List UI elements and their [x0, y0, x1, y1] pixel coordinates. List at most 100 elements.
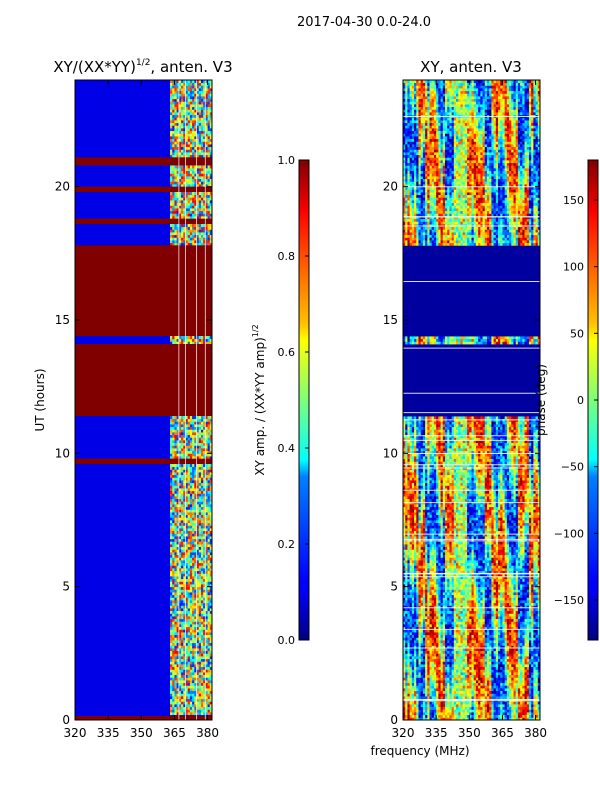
phase-cell: [493, 645, 497, 649]
amplitude-cell: [194, 674, 197, 678]
amplitude-cell: [174, 440, 178, 444]
amplitude-cell: [178, 168, 182, 172]
amplitude-cell: [205, 661, 208, 665]
amplitude-cell: [194, 605, 197, 609]
phase-cell: [438, 672, 441, 676]
amplitude-cell: [198, 562, 202, 566]
amplitude-cell: [178, 464, 182, 468]
phase-cell: [425, 717, 428, 720]
amplitude-cell: [203, 138, 206, 142]
amplitude-cell: [194, 229, 197, 233]
amplitude-cell: [170, 85, 173, 89]
amplitude-cell: [181, 480, 184, 484]
phase-cell: [500, 696, 503, 700]
amplitude-cell: [189, 520, 193, 524]
amplitude-cell: [174, 605, 178, 609]
amplitude-cell: [172, 104, 175, 108]
phase-cell: [425, 685, 428, 689]
phase-cell: [480, 658, 483, 662]
amplitude-cell: [196, 197, 200, 201]
amplitude-cell: [172, 682, 175, 686]
amplitude-cell: [170, 517, 173, 521]
amplitude-cell: [198, 613, 202, 617]
phase-cell: [482, 690, 486, 694]
amplitude-cell: [172, 464, 175, 468]
amplitude-cell: [196, 706, 200, 710]
amplitude-cell: [183, 101, 186, 105]
amplitude-cell: [205, 216, 208, 220]
phase-cell: [502, 706, 506, 710]
amplitude-cell: [172, 168, 175, 172]
amplitude-cell: [203, 650, 206, 654]
phase-cell: [513, 680, 517, 684]
amplitude-cell: [205, 624, 208, 628]
amplitude-cell: [178, 192, 182, 196]
amplitude-cell: [187, 677, 191, 681]
amplitude-cell: [205, 130, 208, 134]
phase-cell: [493, 658, 497, 662]
amplitude-cell: [187, 141, 191, 145]
phase-cell: [489, 701, 492, 705]
amplitude-cell: [185, 693, 189, 697]
amplitude-cell: [209, 424, 212, 428]
phase-cell: [433, 685, 437, 689]
amplitude-cell: [192, 504, 195, 508]
amplitude-cell: [183, 181, 186, 185]
amplitude-cell: [170, 146, 173, 150]
amplitude-cell: [181, 600, 184, 604]
amplitude-cell: [198, 125, 202, 129]
amplitude-cell: [185, 626, 189, 630]
phase-cell: [526, 706, 530, 710]
phase-cell: [491, 714, 494, 718]
amplitude-cell: [183, 626, 186, 630]
amplitude-cell: [200, 477, 204, 481]
phase-cell: [511, 693, 514, 697]
phase-cell: [405, 717, 408, 720]
amplitude-cell: [170, 685, 173, 689]
amplitude-cell: [170, 154, 173, 158]
amplitude-cell: [183, 128, 186, 132]
phase-cell: [433, 709, 437, 713]
amplitude-cell: [170, 178, 173, 182]
amplitude-cell: [187, 450, 191, 454]
amplitude-cell: [207, 632, 211, 636]
phase-cell: [451, 658, 455, 662]
phase-cell: [429, 661, 433, 665]
phase-cell: [511, 648, 514, 652]
phase-cell: [522, 693, 525, 697]
amplitude-cell: [189, 712, 193, 716]
amplitude-cell: [170, 538, 173, 542]
amplitude-cell: [198, 544, 202, 548]
amplitude-cell: [207, 480, 211, 484]
amplitude-cell: [203, 168, 206, 172]
amplitude-cell: [174, 424, 178, 428]
amplitude-cell: [207, 450, 211, 454]
amplitude-cell: [205, 634, 208, 638]
phase-cell: [440, 645, 444, 649]
amplitude-cell: [209, 546, 212, 550]
amplitude-cell: [200, 562, 204, 566]
phase-cell: [411, 688, 415, 692]
amplitude-cell: [189, 514, 193, 518]
amplitude-cell: [209, 514, 212, 518]
amplitude-saturated-band: [75, 344, 212, 416]
phase-cell: [420, 674, 424, 678]
phase-cell: [416, 688, 419, 692]
amplitude-cell: [209, 85, 212, 89]
phase-cell: [493, 712, 497, 716]
amplitude-cell: [181, 232, 184, 236]
phase-cell: [473, 706, 477, 710]
amplitude-cell: [194, 226, 197, 230]
amplitude-cell: [181, 626, 184, 630]
phase-cell: [460, 693, 464, 697]
phase-cell: [405, 704, 408, 708]
amplitude-cell: [203, 504, 206, 508]
phase-cell: [486, 666, 490, 670]
phase-cell: [475, 664, 479, 668]
phase-cell: [520, 693, 523, 697]
amplitude-cell: [189, 589, 193, 593]
phase-cell: [460, 658, 464, 662]
amplitude-cell: [181, 128, 184, 132]
phase-cell: [471, 693, 475, 697]
amplitude-cell: [205, 653, 208, 657]
